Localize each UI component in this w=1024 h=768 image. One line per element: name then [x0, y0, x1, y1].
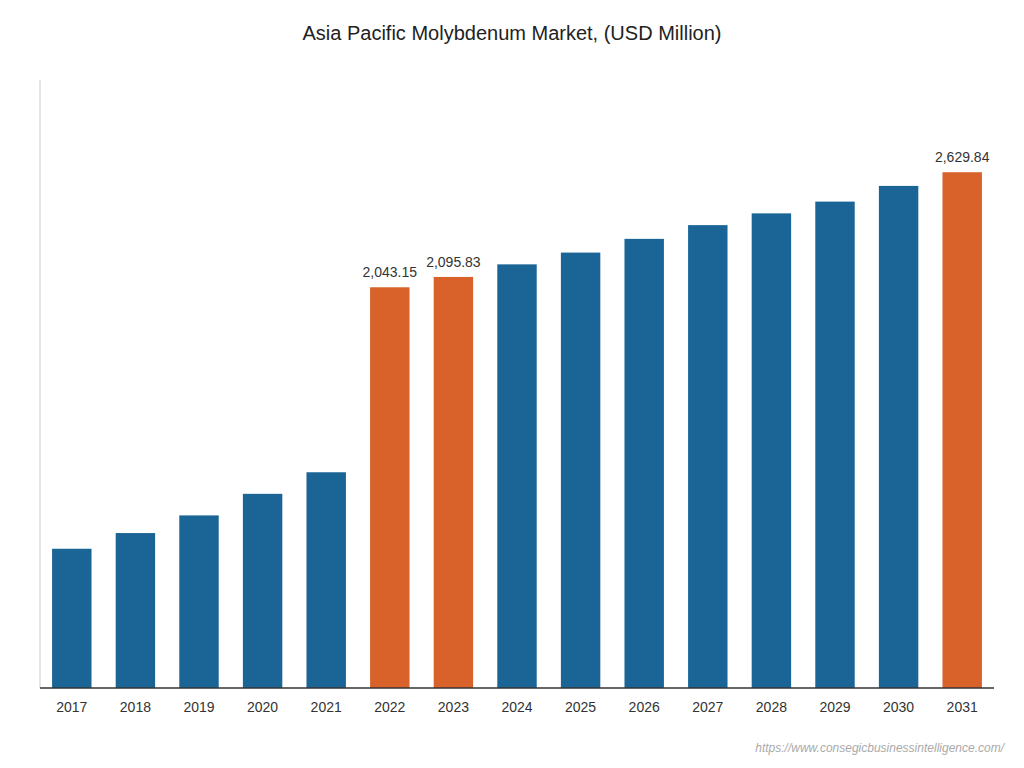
bar: [752, 213, 791, 688]
x-tick-label: 2029: [819, 699, 850, 715]
x-tick-label: 2025: [565, 699, 596, 715]
data-label: 2,629.84: [935, 149, 990, 165]
data-label: 2,043.15: [363, 264, 418, 280]
x-tick-label: 2019: [183, 699, 214, 715]
chart-container: Asia Pacific Molybdenum Market, (USD Mil…: [0, 0, 1024, 768]
bar: [52, 549, 91, 688]
bar: [306, 472, 345, 688]
bar: [815, 202, 854, 688]
x-tick-label: 2031: [947, 699, 978, 715]
x-tick-label: 2027: [692, 699, 723, 715]
watermark: https://www.consegicbusinessintelligence…: [755, 741, 1005, 755]
x-tick-label: 2026: [629, 699, 660, 715]
bar: [561, 253, 600, 688]
bar: [179, 515, 218, 688]
x-tick-label: 2030: [883, 699, 914, 715]
x-tick-label: 2020: [247, 699, 278, 715]
bar: [624, 239, 663, 688]
bar: [879, 186, 918, 688]
x-axis-line: [40, 687, 994, 689]
bar: [688, 225, 727, 688]
title: Asia Pacific Molybdenum Market, (USD Mil…: [302, 22, 721, 44]
bar: [116, 533, 155, 688]
bar: [942, 172, 981, 688]
chart-svg: Asia Pacific Molybdenum Market, (USD Mil…: [0, 0, 1024, 768]
x-tick-label: 2017: [56, 699, 87, 715]
bar: [434, 277, 473, 688]
x-tick-label: 2022: [374, 699, 405, 715]
bar: [243, 494, 282, 688]
x-tick-label: 2018: [120, 699, 151, 715]
bars: [52, 172, 982, 688]
y-axis-line: [40, 80, 41, 688]
x-tick-label: 2023: [438, 699, 469, 715]
x-tick-label: 2024: [501, 699, 532, 715]
bar: [497, 264, 536, 688]
x-tick-label: 2028: [756, 699, 787, 715]
x-tick-label: 2021: [311, 699, 342, 715]
data-label: 2,095.83: [426, 254, 481, 270]
bar: [370, 287, 409, 688]
